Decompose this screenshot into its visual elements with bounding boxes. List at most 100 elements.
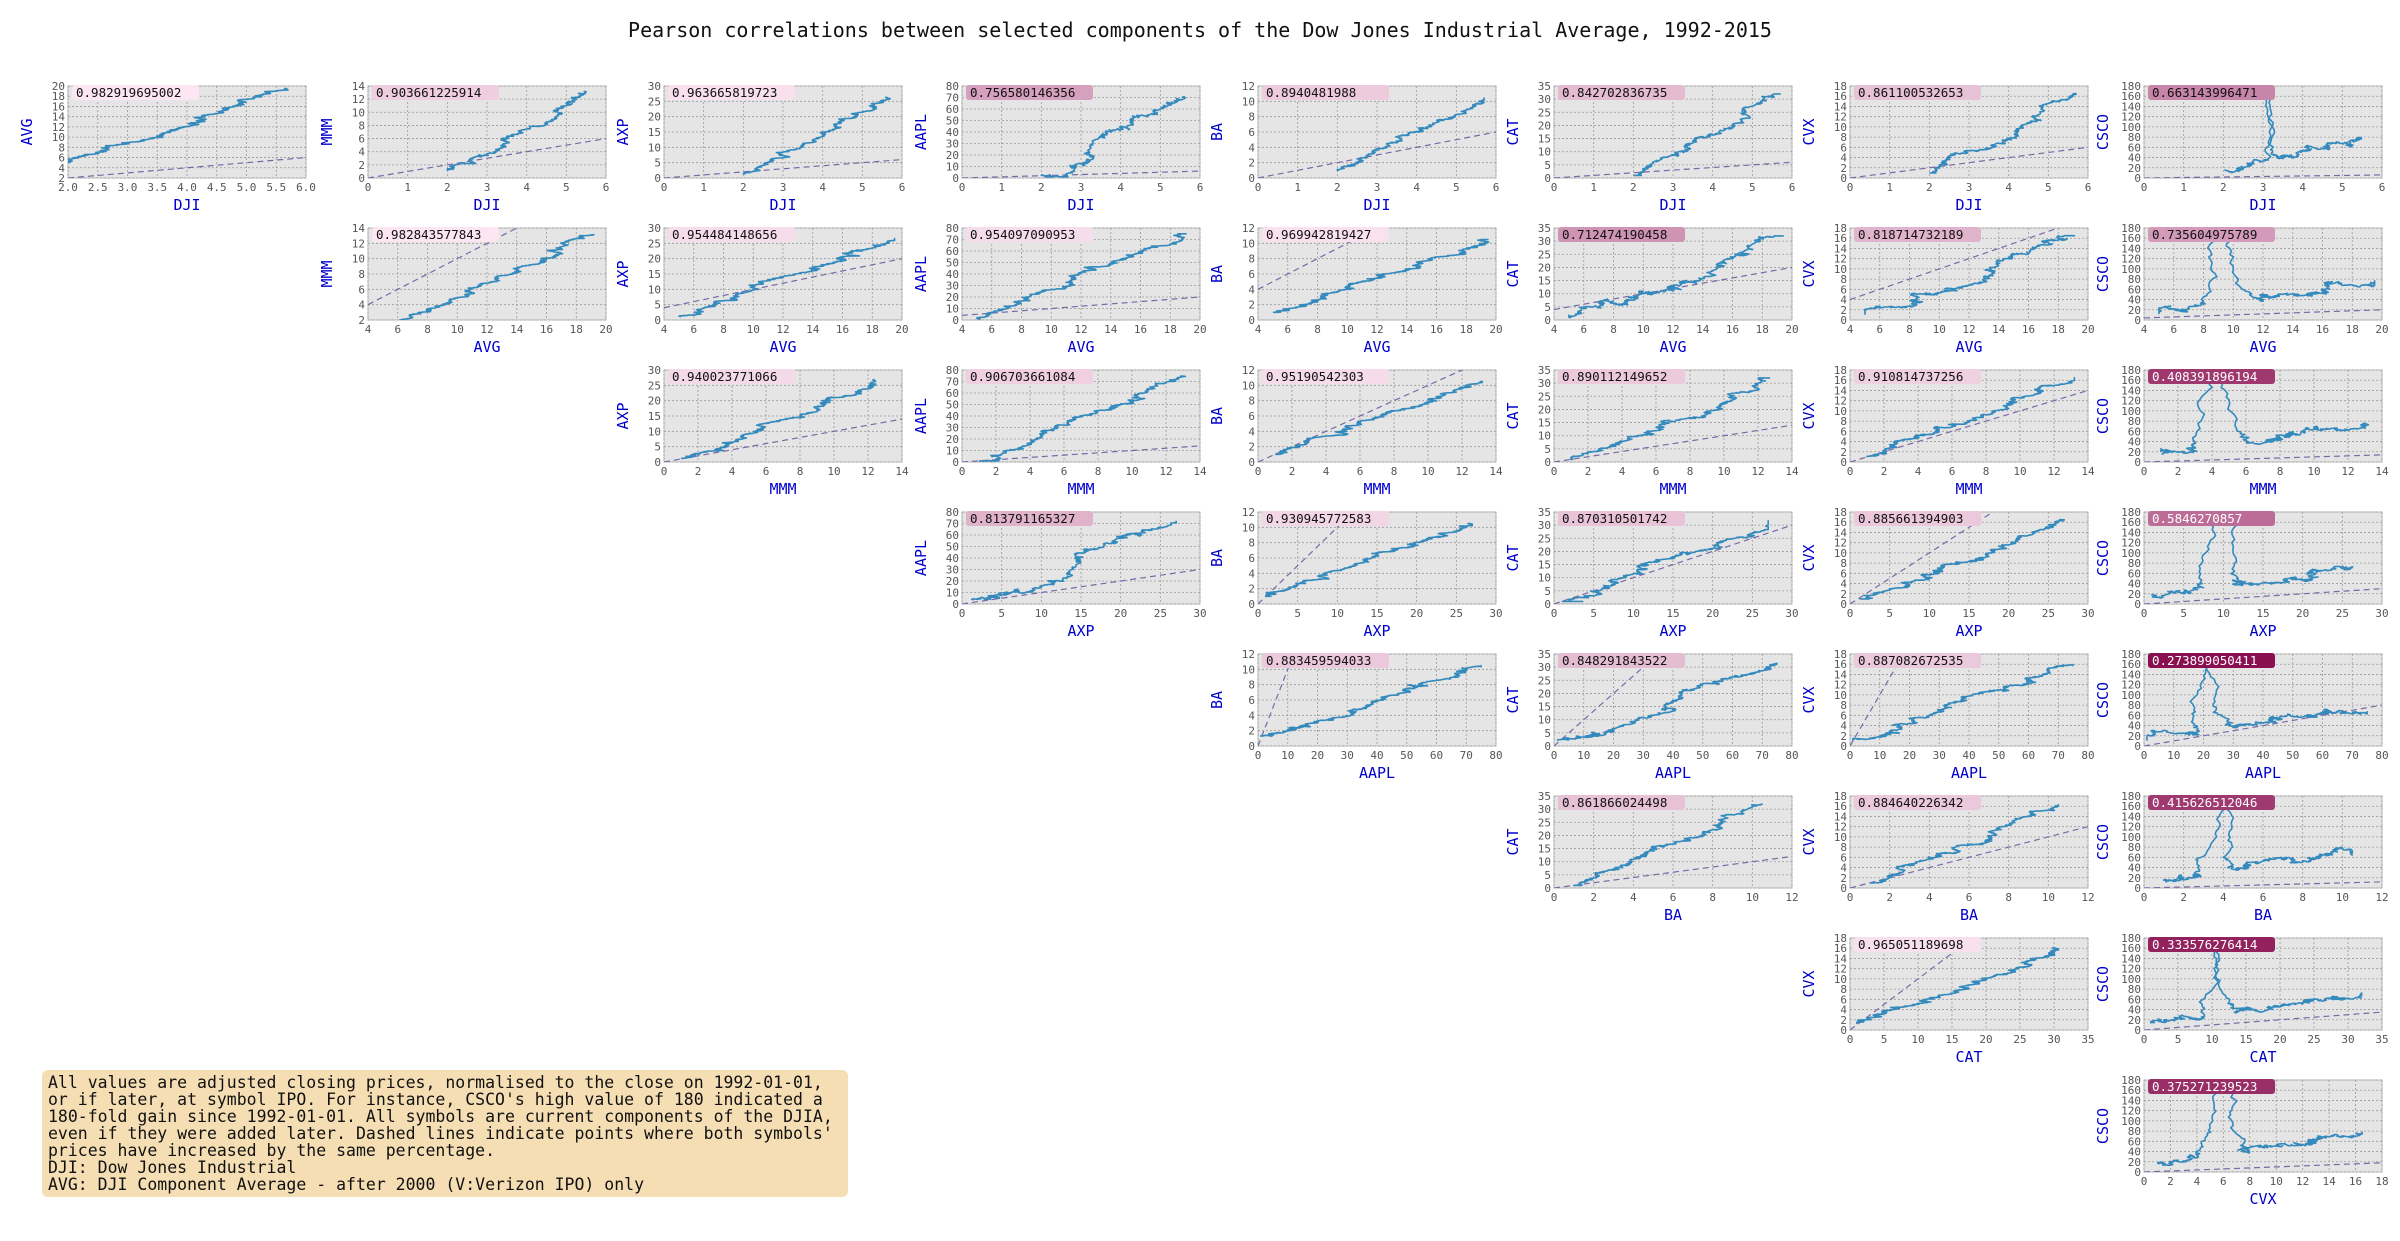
y-tick-label: 40	[946, 552, 959, 565]
y-tick-label: 25	[1538, 390, 1551, 403]
x-tick-label: 10	[1331, 607, 1344, 620]
x-tick-label: 10	[747, 323, 760, 336]
equal-growth-line	[664, 258, 902, 309]
y-tick-label: 16	[1834, 942, 1847, 955]
correlation-value: 0.965051189698	[1858, 937, 1963, 952]
x-tick-label: 0	[2141, 465, 2148, 478]
x-tick-label: 20	[2002, 607, 2015, 620]
y-tick-label: 80	[2128, 699, 2141, 712]
x-tick-label: 16	[1726, 323, 1739, 336]
x-axis-label: AVG	[2249, 338, 2276, 356]
correlation-badge	[2148, 937, 2275, 952]
x-tick-label: 3	[2260, 181, 2267, 194]
price-trajectory	[1869, 803, 2060, 884]
x-tick-label: 0	[959, 607, 966, 620]
x-axis-label: AXP	[2249, 622, 2276, 640]
x-tick-label: 14	[1785, 465, 1799, 478]
correlation-value: 0.906703661084	[970, 369, 1075, 384]
x-tick-label: 5	[1749, 181, 1756, 194]
x-tick-label: 0	[1551, 181, 1558, 194]
y-tick-label: 20	[2128, 588, 2141, 601]
x-axis-label: BA	[1960, 906, 1978, 924]
correlation-value: 0.969942819427	[1266, 227, 1371, 242]
x-tick-label: 30	[1637, 749, 1650, 762]
equal-growth-line	[1258, 370, 1464, 462]
y-tick-label: 50	[946, 541, 959, 554]
y-axis-label: BA	[1208, 407, 1226, 425]
x-tick-label: 20	[1311, 749, 1324, 762]
x-tick-label: 4.5	[207, 181, 227, 194]
x-tick-label: 12	[1751, 465, 1764, 478]
y-tick-label: 0	[952, 598, 959, 611]
x-tick-label: 80	[2375, 749, 2388, 762]
x-tick-label: 3.5	[147, 181, 167, 194]
x-tick-label: 35	[2375, 1033, 2388, 1046]
x-axis-label: AAPL	[1359, 764, 1395, 782]
x-tick-label: 20	[1706, 607, 1719, 620]
y-axis-label: MMM	[318, 260, 336, 287]
x-tick-label: 10	[1911, 1033, 1924, 1046]
y-axis-label: CSCO	[2094, 824, 2112, 860]
x-tick-label: 20	[2375, 323, 2388, 336]
correlation-badge	[1558, 227, 1685, 242]
x-tick-label: 14	[1193, 465, 1207, 478]
x-tick-label: 0	[1551, 465, 1558, 478]
x-tick-label: 1	[1886, 181, 1893, 194]
x-tick-label: 0	[1847, 181, 1854, 194]
x-tick-label: 20	[2197, 749, 2210, 762]
x-tick-label: 4	[523, 181, 530, 194]
y-axis-label: BA	[1208, 123, 1226, 141]
y-tick-label: 30	[1538, 377, 1551, 390]
plot-area	[2143, 1079, 2383, 1173]
y-tick-label: 14	[52, 111, 66, 124]
x-tick-label: 30	[2227, 749, 2240, 762]
y-tick-label: 4	[1840, 294, 1847, 307]
x-tick-label: 6	[2220, 1175, 2227, 1188]
y-tick-label: 2	[1248, 583, 1255, 596]
price-trajectory	[970, 520, 1177, 601]
correlation-badge	[1558, 795, 1685, 810]
y-axis-label: AAPL	[912, 256, 930, 292]
correlation-value: 0.954484148656	[672, 227, 777, 242]
y-tick-label: 35	[1538, 506, 1551, 519]
x-tick-label: 8	[2200, 323, 2207, 336]
price-trajectory	[446, 90, 588, 171]
y-tick-label: 12	[1834, 537, 1847, 550]
correlation-badge	[1558, 369, 1685, 384]
x-tick-label: 2	[1289, 465, 1296, 478]
x-tick-label: 18	[1756, 323, 1769, 336]
y-tick-label: 2	[358, 314, 365, 327]
price-trajectory	[2160, 374, 2370, 456]
price-trajectory	[398, 233, 595, 320]
x-axis-label: AAPL	[1655, 764, 1691, 782]
y-tick-label: 160	[2121, 1084, 2141, 1097]
y-tick-label: 10	[1834, 263, 1847, 276]
y-tick-label: 8	[1840, 983, 1847, 996]
y-tick-label: 10	[1834, 973, 1847, 986]
x-tick-label: 8	[1983, 465, 1990, 478]
x-axis-label: BA	[1664, 906, 1682, 924]
x-tick-label: 0	[1847, 749, 1854, 762]
y-tick-label: 70	[946, 376, 959, 389]
x-tick-label: 16	[1430, 323, 1443, 336]
x-tick-label: 0	[1847, 1033, 1854, 1046]
x-tick-label: 10	[2227, 323, 2240, 336]
x-axis-label: MMM	[1067, 480, 1094, 498]
correlation-badge	[1262, 511, 1389, 526]
y-tick-label: 2	[1840, 162, 1847, 175]
x-tick-label: 4	[1630, 891, 1637, 904]
x-axis-label: CAT	[2249, 1048, 2276, 1066]
correlation-badge	[2148, 1079, 2275, 1094]
y-tick-label: 60	[2128, 851, 2141, 864]
y-tick-label: 15	[1538, 701, 1551, 714]
y-tick-label: 16	[1834, 658, 1847, 671]
correlation-badge	[1558, 85, 1685, 100]
correlation-badge	[1854, 653, 1981, 668]
x-tick-label: 16	[2349, 1175, 2362, 1188]
x-tick-label: 2	[444, 181, 451, 194]
x-tick-label: 10	[1627, 607, 1640, 620]
